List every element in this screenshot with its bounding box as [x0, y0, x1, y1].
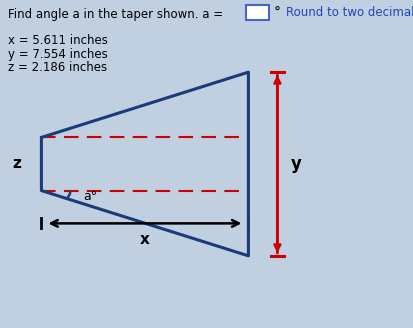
Text: z = 2.186 inches: z = 2.186 inches [8, 61, 107, 74]
FancyBboxPatch shape [246, 5, 268, 20]
Text: Round to two decimal places.: Round to two decimal places. [285, 6, 413, 19]
Text: y = 7.554 inches: y = 7.554 inches [8, 48, 108, 61]
Text: y: y [290, 155, 301, 173]
Text: z: z [12, 156, 21, 172]
Text: x: x [140, 232, 150, 247]
Text: Find angle a in the taper shown. a =: Find angle a in the taper shown. a = [8, 8, 223, 21]
Text: x = 5.611 inches: x = 5.611 inches [8, 34, 108, 48]
Text: a°: a° [83, 191, 97, 203]
Text: °: ° [273, 6, 280, 19]
